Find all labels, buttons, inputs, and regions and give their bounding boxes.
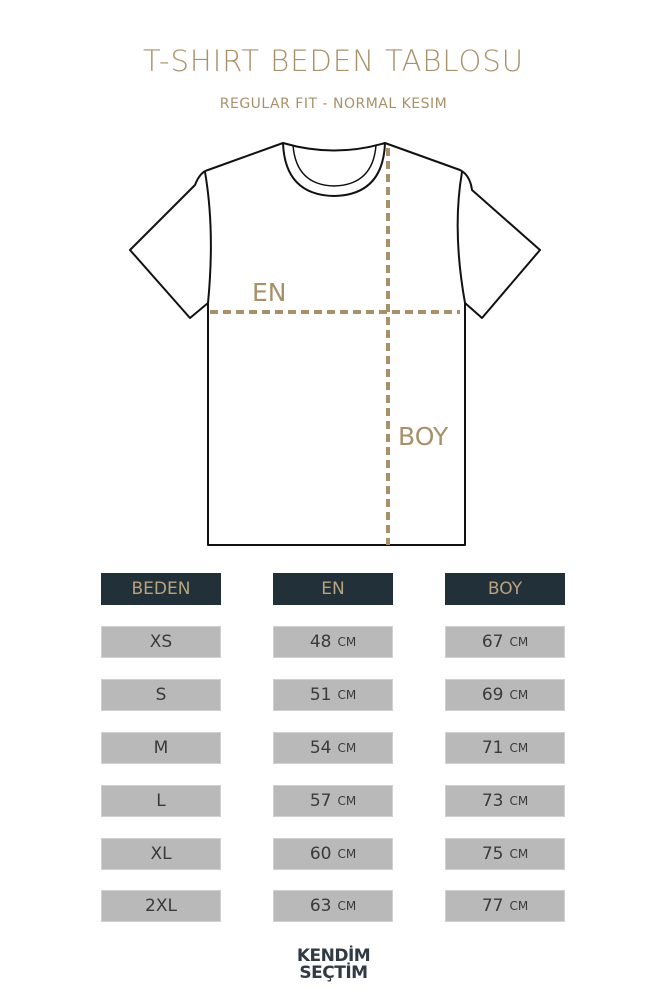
header-boy: BOY	[445, 573, 565, 605]
size-cell: M	[101, 732, 221, 764]
unit-label: CM	[509, 847, 529, 861]
cell-value: 54	[309, 738, 332, 758]
unit-label: CM	[509, 635, 529, 649]
unit-label: CM	[509, 794, 529, 808]
page-title: T-SHIRT BEDEN TABLOSU	[142, 44, 524, 78]
unit-label: CM	[509, 741, 529, 755]
cell-value: 60	[309, 844, 332, 864]
width-label: EN	[252, 278, 287, 307]
cell-value: 77	[481, 896, 504, 916]
size-cell: S	[101, 679, 221, 711]
unit-label: CM	[337, 899, 357, 913]
boy-cell: 75 CM	[445, 838, 565, 870]
unit-label: CM	[509, 899, 529, 913]
en-cell: 54 CM	[273, 732, 393, 764]
en-cell: 60 CM	[273, 838, 393, 870]
right-sleeve-seam	[456, 171, 466, 304]
cell-value: XS	[149, 632, 173, 652]
page-subtitle: REGULAR FIT - NORMAL KESIM	[219, 96, 448, 112]
cell-value: 71	[481, 738, 504, 758]
en-cell: 48 CM	[273, 626, 393, 658]
tshirt-diagram	[129, 142, 541, 546]
size-cell: 2XL	[101, 890, 221, 922]
cell-value: 2XL	[145, 896, 177, 916]
size-cell: XL	[101, 838, 221, 870]
cell-value: 51	[309, 685, 332, 705]
cell-value: 73	[481, 791, 504, 811]
size-cell: XS	[101, 626, 221, 658]
boy-cell: 71 CM	[445, 732, 565, 764]
cell-value: 69	[481, 685, 504, 705]
unit-label: CM	[337, 794, 357, 808]
cell-value: L	[156, 791, 166, 811]
collar-inner	[292, 144, 377, 187]
cell-value: 57	[309, 791, 332, 811]
boy-cell: 77 CM	[445, 890, 565, 922]
length-label: BOY	[398, 422, 449, 451]
brand-logo: KENDİM SEÇTİM	[0, 948, 667, 982]
boy-cell: 69 CM	[445, 679, 565, 711]
en-cell: 63 CM	[273, 890, 393, 922]
cell-value: M	[153, 738, 169, 758]
unit-label: CM	[337, 847, 357, 861]
cell-value: 48	[309, 632, 332, 652]
unit-label: CM	[337, 635, 357, 649]
cell-value: 67	[481, 632, 504, 652]
boy-cell: 67 CM	[445, 626, 565, 658]
cell-value: XL	[150, 844, 172, 864]
unit-label: CM	[337, 741, 357, 755]
logo-line1: KENDİM	[296, 946, 371, 966]
header-beden: BEDEN	[101, 573, 221, 605]
logo-line2: SEÇTİM	[299, 963, 368, 983]
collar-outer	[282, 142, 386, 198]
header-en: EN	[273, 573, 393, 605]
en-cell: 57 CM	[273, 785, 393, 817]
boy-cell: 73 CM	[445, 785, 565, 817]
cell-value: 75	[481, 844, 504, 864]
unit-label: CM	[337, 688, 357, 702]
cell-value: S	[155, 685, 167, 705]
en-cell: 51 CM	[273, 679, 393, 711]
size-cell: L	[101, 785, 221, 817]
tshirt-outline	[129, 142, 541, 546]
cell-value: 63	[309, 896, 332, 916]
unit-label: CM	[509, 688, 529, 702]
left-sleeve-seam	[204, 171, 212, 304]
